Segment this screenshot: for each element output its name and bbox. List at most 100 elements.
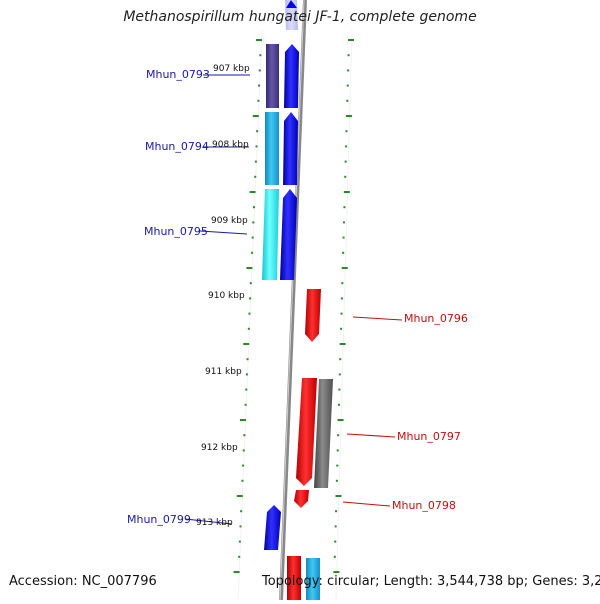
cog-block-mhun-0794 [265, 112, 279, 185]
kbp-label-912: 912 kbp [201, 443, 238, 453]
outer-rail-minor-tick [340, 297, 343, 300]
gene-arrow-mhun-0798 [294, 490, 309, 508]
inner-rail-minor-tick [256, 130, 259, 133]
outer-rail-minor-tick [346, 99, 349, 102]
inner-rail-minor-tick [249, 282, 252, 285]
outer-rail-minor-tick [337, 403, 340, 406]
kbp-label-910: 910 kbp [208, 291, 245, 301]
outer-rail-minor-tick [342, 221, 345, 224]
inner-rail-minor-tick [258, 69, 261, 72]
outer-rail-minor-tick [336, 449, 339, 452]
outer-rail-minor-tick [346, 84, 349, 87]
inner-rail-minor-tick [249, 297, 252, 300]
leader-mhun-0795 [199, 230, 248, 235]
outer-rail-minor-tick [344, 160, 347, 163]
outer-rail-minor-tick [338, 388, 341, 391]
kbp-label-907: 907 kbp [213, 64, 250, 74]
inner-rail-minor-tick [238, 555, 241, 558]
outer-rail-minor-tick [340, 327, 343, 330]
inner-rail-major-tick [252, 115, 259, 117]
inner-rail-minor-tick [243, 434, 246, 437]
outer-rail-minor-tick [338, 373, 341, 376]
inner-rail-minor-tick [241, 479, 244, 482]
outer-rail-major-tick [343, 191, 350, 193]
inner-rail-minor-tick [246, 358, 249, 361]
gene-label-mhun-0799[interactable]: Mhun_0799 [127, 513, 191, 526]
inner-rail-minor-tick [254, 160, 257, 163]
outer-rail-minor-tick [336, 464, 339, 467]
inner-rail-minor-tick [245, 388, 248, 391]
outer-rail-minor-tick [339, 358, 342, 361]
outer-rail-minor-tick [334, 525, 337, 528]
cog-block-lower-sky [306, 558, 320, 600]
gene-label-mhun-0797[interactable]: Mhun_0797 [397, 430, 461, 443]
kbp-label-911: 911 kbp [205, 367, 242, 377]
inner-rail-major-tick [239, 419, 246, 421]
outer-rail-minor-tick [335, 479, 338, 482]
leader-mhun-0797 [346, 433, 396, 438]
cog-block-mhun-0795 [262, 189, 279, 280]
outer-rail-minor-tick [347, 54, 350, 57]
leader-mhun-0799 [184, 518, 233, 525]
outer-rail-major-tick [335, 495, 342, 497]
inner-rail-minor-tick [239, 525, 242, 528]
outer-rail-minor-tick [333, 555, 336, 558]
gene-label-mhun-0796[interactable]: Mhun_0796 [404, 312, 468, 325]
gene-label-mhun-0793[interactable]: Mhun_0793 [146, 68, 210, 81]
outer-rail-minor-tick [342, 251, 345, 254]
kbp-label-909: 909 kbp [211, 216, 248, 226]
leader-mhun-0796 [352, 316, 403, 321]
inner-rail-major-tick [249, 191, 256, 193]
gene-label-mhun-0794[interactable]: Mhun_0794 [145, 140, 209, 153]
accession-text: Accession: NC_007796 [9, 574, 157, 589]
inner-rail-major-tick [256, 39, 262, 41]
tick-rails [233, 39, 354, 573]
gene-label-mhun-0798[interactable]: Mhun_0798 [392, 499, 456, 512]
cog-block-mhun-0793 [266, 44, 279, 108]
inner-rail-minor-tick [257, 99, 260, 102]
gene-label-mhun-0795[interactable]: Mhun_0795 [144, 225, 208, 238]
outer-rail-minor-tick [334, 540, 337, 543]
genome-backbone [279, 0, 307, 601]
gene-arrow-top-head [286, 0, 297, 8]
outer-rail-minor-tick [337, 434, 340, 437]
leader-mhun-0798 [342, 501, 391, 507]
outer-rail-major-tick [339, 343, 346, 345]
inner-rail-major-tick [243, 343, 250, 345]
gene-arrow-mhun-0795 [280, 189, 297, 280]
gene-arrow-mhun-0794 [283, 112, 298, 185]
cog-block-lower-red [287, 556, 301, 600]
inner-rail-minor-tick [251, 251, 254, 254]
outer-rail-minor-tick [345, 130, 348, 133]
inner-rail-minor-tick [245, 373, 248, 376]
inner-rail-major-tick [236, 495, 243, 497]
outer-rail-minor-tick [343, 206, 346, 209]
outer-rail-major-tick [348, 39, 354, 41]
outer-rail-minor-tick [344, 175, 347, 178]
gene-arrow-mhun-0797 [296, 378, 317, 486]
gene-arrow-mhun-0799 [264, 505, 281, 550]
kbp-label-913: 913 kbp [196, 518, 233, 528]
outer-rail-major-tick [333, 571, 340, 573]
inner-rail-minor-tick [242, 464, 245, 467]
gene-arrow-mhun-0793 [284, 44, 299, 108]
inner-rail-minor-tick [242, 449, 245, 452]
topology-text: Topology: circular; Length: 3,544,738 bp… [262, 574, 600, 589]
genome-backbone-highlight [279, 0, 305, 601]
inner-rail-major-tick [233, 571, 240, 573]
outer-rail-major-tick [345, 115, 352, 117]
outer-rail-minor-tick [340, 312, 343, 315]
inner-rail-minor-tick [247, 327, 250, 330]
outer-rail-minor-tick [347, 69, 350, 72]
outer-rail-minor-tick [335, 510, 338, 513]
inner-rail-minor-tick [252, 221, 255, 224]
outer-rail-minor-tick [341, 282, 344, 285]
inner-rail-minor-tick [255, 145, 258, 148]
inner-rail-minor-tick [258, 84, 261, 87]
inner-rail-major-tick [246, 267, 253, 269]
inner-rail-minor-tick [240, 510, 243, 513]
inner-rail-minor-tick [244, 403, 247, 406]
genome-title: Methanospirillum hungatei JF-1, complete… [123, 9, 477, 25]
